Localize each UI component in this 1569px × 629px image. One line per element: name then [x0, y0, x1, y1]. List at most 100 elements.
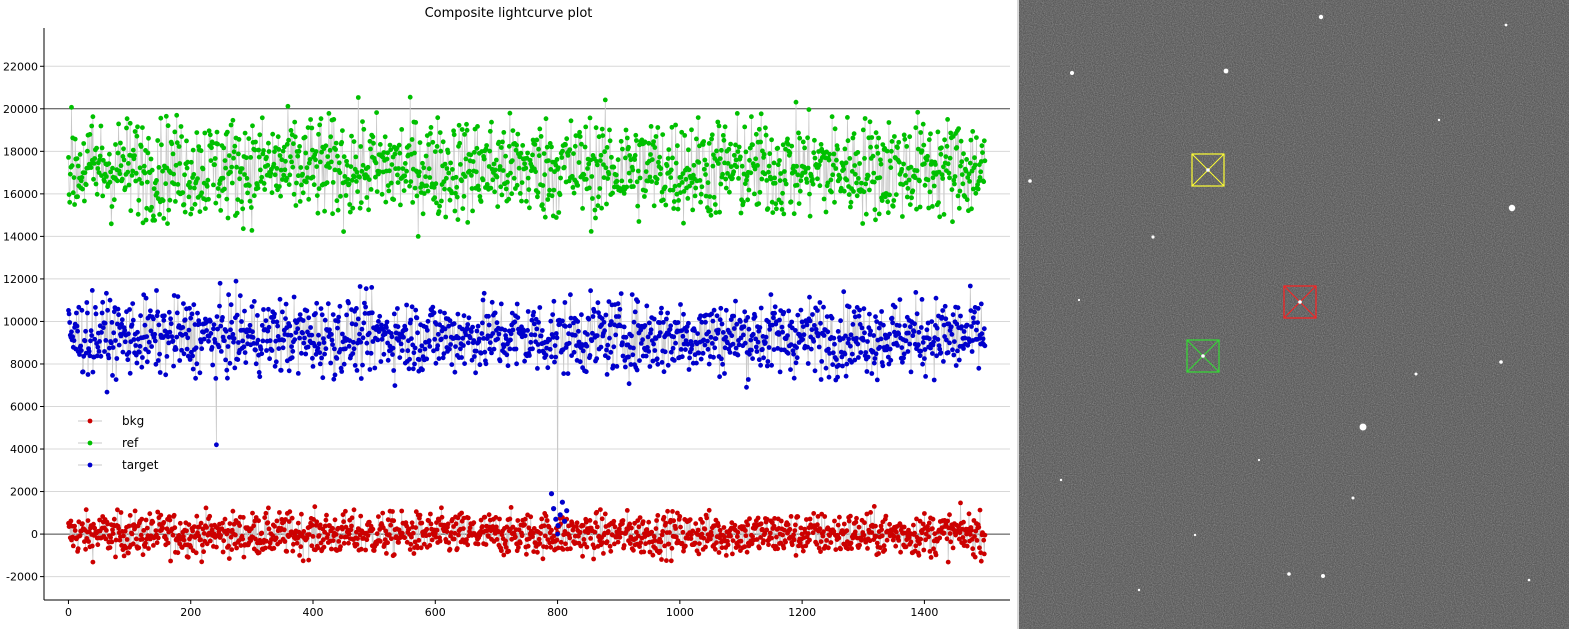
background-marker[interactable] — [1191, 153, 1225, 187]
point-target — [354, 306, 359, 311]
point-target — [259, 351, 265, 357]
point-ref — [446, 170, 452, 176]
point-target — [321, 336, 326, 341]
point-target — [267, 356, 272, 362]
point-target — [109, 320, 115, 325]
point-bkg — [631, 547, 636, 553]
point-bkg — [89, 543, 95, 549]
point-ref — [577, 129, 582, 135]
point-target — [94, 353, 100, 359]
point-ref — [94, 191, 100, 197]
point-target — [378, 359, 384, 364]
point-target — [362, 311, 368, 316]
point-ref — [143, 217, 149, 223]
star-field-image[interactable] — [1019, 0, 1569, 629]
point-ref — [72, 136, 78, 142]
point-target — [887, 331, 892, 337]
point-target — [535, 342, 541, 347]
point-target — [470, 324, 475, 330]
point-target — [804, 322, 810, 328]
point-target — [793, 360, 799, 366]
point-bkg — [539, 516, 545, 522]
point-target — [127, 370, 133, 376]
point-target — [719, 321, 725, 327]
point-target — [678, 347, 684, 352]
point-ref — [788, 199, 794, 205]
point-ref — [821, 196, 827, 202]
point-target — [525, 328, 530, 333]
point-ref — [189, 206, 195, 212]
point-target — [661, 369, 667, 375]
point-ref — [948, 130, 954, 136]
point-target — [74, 323, 80, 329]
point-target — [255, 337, 261, 343]
point-target — [107, 345, 112, 351]
point-target — [258, 346, 264, 352]
point-target — [800, 337, 806, 342]
point-target — [303, 351, 309, 357]
point-bkg — [286, 519, 292, 524]
point-target — [543, 352, 549, 358]
point-ref — [462, 132, 467, 137]
y-tick-label: 22000 — [3, 60, 38, 73]
point-ref — [175, 182, 181, 187]
point-target — [976, 365, 982, 371]
point-target — [595, 300, 601, 306]
point-ref — [816, 162, 822, 168]
point-bkg — [833, 547, 839, 552]
point-bkg — [826, 545, 831, 551]
point-ref — [861, 189, 867, 195]
star-field-image-panel[interactable] — [1019, 0, 1569, 629]
point-target — [339, 369, 345, 374]
point-ref — [456, 122, 462, 128]
point-ref — [852, 171, 858, 177]
point-ref — [865, 173, 871, 179]
point-target — [635, 299, 641, 304]
reference-marker[interactable] — [1186, 339, 1220, 373]
point-bkg — [118, 510, 124, 515]
point-ref — [441, 179, 447, 185]
point-ref — [637, 175, 643, 181]
point-ref — [705, 180, 711, 186]
point-target — [855, 341, 861, 347]
point-ref — [463, 156, 469, 162]
point-ref — [508, 170, 513, 176]
point-ref — [698, 191, 704, 197]
point-ref — [452, 208, 458, 214]
point-target — [206, 338, 211, 344]
point-target — [647, 364, 653, 369]
point-bkg — [873, 523, 878, 529]
point-target — [889, 315, 895, 321]
point-target — [508, 331, 514, 337]
point-target — [214, 314, 220, 319]
point-ref — [720, 133, 726, 138]
point-ref — [404, 168, 409, 174]
point-ref — [731, 152, 737, 158]
point-ref — [670, 155, 675, 161]
point-ref — [525, 175, 531, 181]
point-target — [902, 323, 908, 329]
point-target — [222, 338, 227, 344]
point-bkg — [646, 519, 652, 525]
point-bkg — [83, 507, 89, 513]
lightcurve-plot[interactable]: -200002000400060008000100001200014000160… — [0, 0, 1017, 629]
point-target — [449, 362, 455, 367]
point-bkg — [841, 521, 847, 527]
point-ref — [132, 129, 138, 134]
point-ref — [596, 194, 601, 200]
point-ref — [963, 168, 969, 174]
point-bkg — [881, 543, 887, 549]
star — [1193, 533, 1197, 537]
point-ref — [291, 191, 297, 197]
panel-splitter[interactable] — [1017, 0, 1019, 629]
point-ref — [430, 139, 436, 145]
target-marker[interactable] — [1283, 285, 1317, 319]
point-bkg — [548, 544, 554, 550]
point-target — [100, 299, 106, 305]
point-ref — [198, 148, 204, 154]
point-bkg — [697, 541, 702, 546]
point-ref — [564, 136, 570, 142]
point-bkg — [618, 530, 624, 536]
point-bkg — [690, 528, 696, 534]
point-target — [925, 320, 931, 326]
